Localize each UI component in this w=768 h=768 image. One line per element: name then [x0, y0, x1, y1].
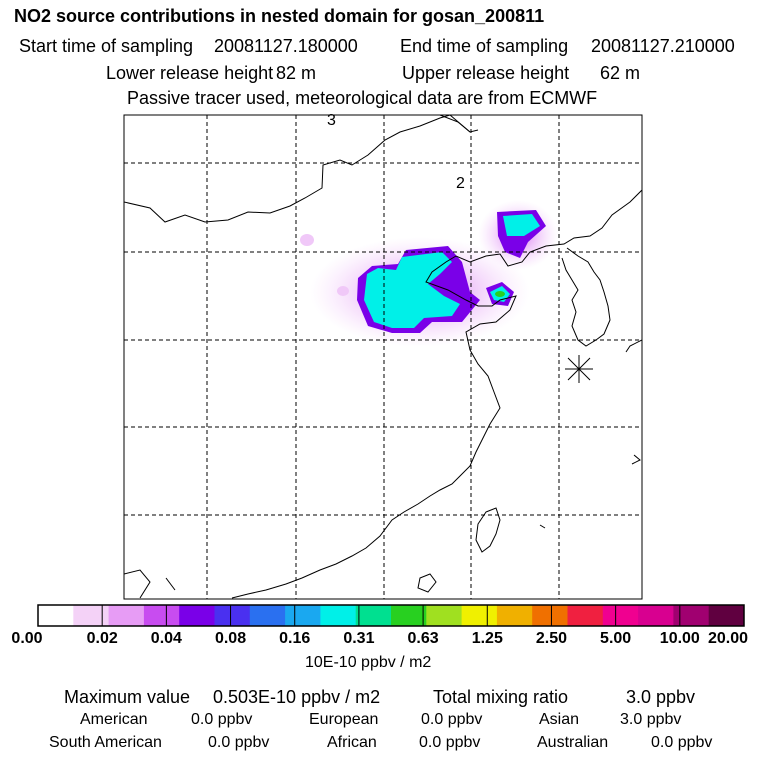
region-value: 3.0 ppbv — [620, 711, 682, 728]
colorbar-swatch — [708, 605, 745, 626]
colorbar-swatch — [496, 605, 533, 626]
colorbar-tick-label: 0.04 — [150, 630, 182, 647]
colorbar-tick-label: 0.16 — [279, 630, 311, 647]
tracer-note: Passive tracer used, meteorological data… — [127, 88, 598, 108]
coastlines — [124, 115, 642, 599]
region-value: 0.0 ppbv — [191, 711, 253, 728]
start-time-value: 20081127.180000 — [214, 36, 358, 56]
colorbar-tick-label: 0.00 — [11, 630, 43, 647]
upper-height-label: Upper release height — [402, 63, 570, 83]
colorbar-tick-label: 10.00 — [659, 630, 700, 647]
plume-max — [495, 291, 505, 297]
colorbar-tick-label: 0.08 — [214, 630, 247, 647]
colorbar-swatch — [179, 605, 215, 626]
total-value: 3.0 ppbv — [626, 687, 696, 707]
lat-lon-grid — [124, 115, 642, 599]
end-time-label: End time of sampling — [400, 36, 569, 56]
plume-cyan-north — [503, 214, 540, 236]
region-name: European — [309, 711, 379, 728]
colorbar-swatch — [391, 605, 427, 626]
colorbar-swatch — [143, 605, 180, 626]
colorbar-swatch — [602, 605, 639, 626]
colorbar-swatch — [214, 605, 251, 626]
region-name: Australian — [537, 734, 609, 751]
region-name: American — [80, 711, 148, 728]
colorbar-swatch — [285, 605, 321, 626]
receptor-marker — [565, 355, 593, 383]
region-value: 0.0 ppbv — [419, 734, 481, 751]
plume-cyan — [364, 252, 460, 328]
colorbar-swatch — [426, 605, 463, 626]
colorbar-tick-label: 1.25 — [471, 630, 503, 647]
chart-title: NO2 source contributions in nested domai… — [14, 6, 545, 26]
map-label: 3 — [327, 112, 336, 129]
lower-height-label: Lower release height — [106, 63, 274, 83]
colorbar-swatch — [567, 605, 604, 626]
lower-height-value: 82 m — [276, 63, 317, 83]
colorbar-tick-label: 2.50 — [535, 630, 568, 647]
max-label: Maximum value — [64, 687, 191, 707]
region-name: South American — [49, 734, 162, 751]
region-value: 0.0 ppbv — [651, 734, 713, 751]
colorbar-unit: 10E-10 ppbv / m2 — [305, 654, 432, 671]
colorbar-swatch — [355, 605, 392, 626]
colorbar-swatch — [73, 605, 110, 626]
colorbar-swatch — [461, 605, 498, 626]
max-value: 0.503E-10 ppbv / m2 — [213, 687, 381, 707]
region-value: 0.0 ppbv — [208, 734, 270, 751]
colorbar-swatch — [108, 605, 145, 626]
colorbar-tick-label: 5.00 — [600, 630, 632, 647]
region-name: African — [327, 734, 377, 751]
colorbar-swatch — [38, 605, 74, 626]
start-time-label: Start time of sampling — [19, 36, 194, 56]
region-value: 0.0 ppbv — [421, 711, 483, 728]
upper-height-value: 62 m — [600, 63, 641, 83]
colorbar-tick-label: 0.63 — [407, 630, 439, 647]
colorbar-swatch — [249, 605, 286, 626]
colorbar-swatch — [673, 605, 710, 626]
plume-spot — [300, 234, 314, 246]
map-label: 2 — [456, 175, 465, 192]
colorbar-tick-label: 20.00 — [707, 630, 749, 647]
end-time-value: 20081127.210000 — [591, 36, 735, 56]
total-label: Total mixing ratio — [433, 687, 569, 707]
plume-spot — [337, 286, 349, 296]
region-name: Asian — [539, 711, 580, 728]
colorbar-tick-label: 0.02 — [86, 630, 118, 647]
map-frame — [123, 114, 643, 600]
colorbar-tick-label: 0.31 — [343, 630, 375, 647]
colorbar-swatch — [638, 605, 674, 626]
colorbar-swatch — [532, 605, 568, 626]
colorbar-frame — [37, 604, 745, 627]
colorbar-swatch — [320, 605, 357, 626]
